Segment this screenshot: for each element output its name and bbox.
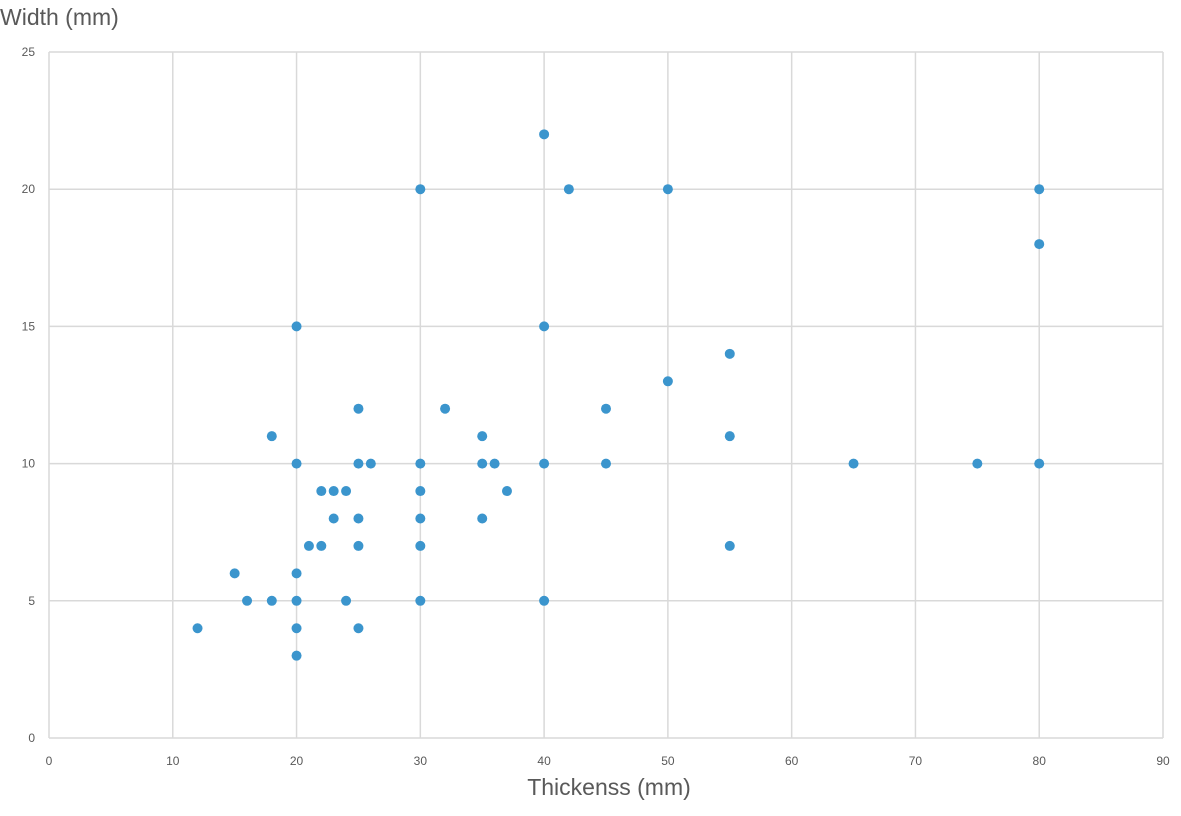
data-point <box>353 513 364 524</box>
data-point <box>291 650 302 661</box>
data-point <box>353 458 364 469</box>
x-tick-label: 10 <box>166 754 180 768</box>
data-point <box>601 458 611 469</box>
data-point <box>353 623 364 634</box>
data-point <box>266 431 277 442</box>
data-point <box>365 458 376 469</box>
y-tick-label: 5 <box>28 594 35 608</box>
data-point <box>303 540 314 551</box>
tick-labels: 0 10 20 30 40 50 60 70 80 90 0 5 10 15 20 25 <box>22 45 1170 768</box>
x-tick-label: 50 <box>661 754 675 768</box>
y-axis-title: Width (mm) <box>0 4 119 30</box>
data-point <box>316 540 327 551</box>
data-point <box>291 568 302 579</box>
data-point <box>539 321 550 332</box>
data-point <box>192 623 203 634</box>
data-point <box>724 348 735 359</box>
y-tick-label: 0 <box>28 731 35 745</box>
data-point <box>477 431 488 442</box>
data-point <box>662 376 673 387</box>
x-tick-label: 30 <box>414 754 428 768</box>
x-tick-label: 70 <box>909 754 923 768</box>
data-point <box>291 458 302 469</box>
data-point <box>328 513 339 524</box>
data-point <box>266 595 277 606</box>
data-point <box>291 595 302 606</box>
data-point <box>477 513 488 524</box>
data-point <box>501 486 512 497</box>
x-tick-label: 20 <box>290 754 304 768</box>
data-point <box>229 568 240 579</box>
data-point <box>415 540 426 551</box>
data-point <box>662 184 673 195</box>
x-tick-label: 0 <box>46 754 53 768</box>
y-tick-label: 15 <box>22 319 36 333</box>
data-point <box>415 513 426 524</box>
data-point <box>1034 458 1045 469</box>
data-point <box>539 595 550 606</box>
data-point <box>724 431 735 442</box>
gridlines <box>48 51 1164 739</box>
data-point <box>415 184 426 195</box>
data-point <box>415 486 426 497</box>
data-points <box>192 129 1045 661</box>
x-tick-label: 80 <box>1033 754 1047 768</box>
data-point <box>477 458 488 469</box>
y-tick-label: 10 <box>22 457 36 471</box>
data-point <box>489 458 500 469</box>
data-point <box>848 458 859 469</box>
data-point <box>563 184 574 195</box>
x-tick-label: 40 <box>537 754 551 768</box>
x-axis-title: Thickenss (mm) <box>527 774 691 800</box>
data-point <box>316 486 327 497</box>
data-point <box>291 321 302 332</box>
data-point <box>415 458 426 469</box>
data-point <box>242 595 253 606</box>
data-point <box>724 540 735 551</box>
data-point <box>972 458 983 469</box>
x-tick-label: 90 <box>1156 754 1170 768</box>
data-point <box>1034 184 1045 195</box>
data-point <box>539 458 550 469</box>
data-point <box>291 623 302 634</box>
data-point <box>440 403 451 414</box>
data-point <box>539 129 550 140</box>
x-tick-label: 60 <box>785 754 799 768</box>
y-tick-label: 20 <box>22 182 36 196</box>
y-tick-label: 25 <box>22 45 36 59</box>
data-point <box>415 595 426 606</box>
data-point <box>601 403 611 414</box>
data-point <box>1034 239 1045 250</box>
data-point <box>328 486 339 497</box>
data-point <box>341 486 352 497</box>
data-point <box>353 403 364 414</box>
data-point <box>353 540 364 551</box>
data-point <box>341 595 352 606</box>
